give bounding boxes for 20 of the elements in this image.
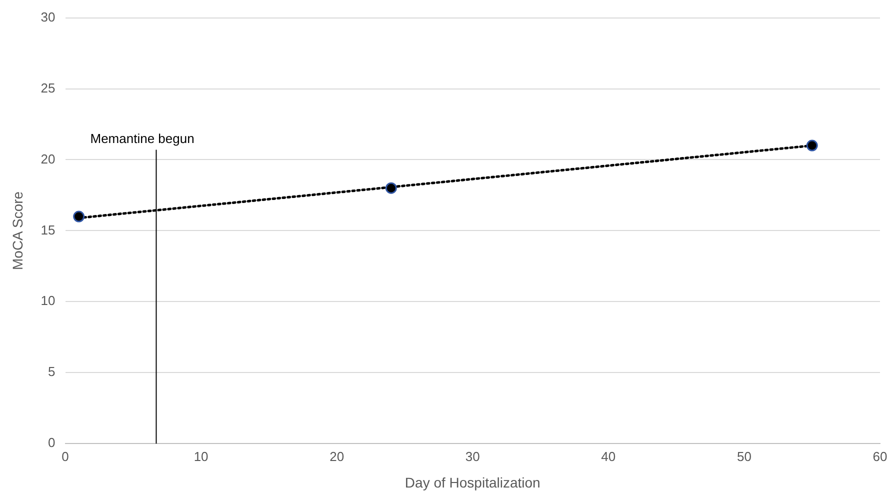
x-tick-label: 60: [872, 448, 888, 464]
x-tick-label: 50: [736, 448, 752, 464]
x-tick-label: 10: [194, 448, 208, 464]
y-tick-label: 15: [40, 222, 56, 238]
x-tick-label: 0: [62, 448, 69, 464]
y-tick-label: 5: [48, 364, 56, 380]
point: [385, 182, 397, 194]
y-tick-label: 25: [40, 80, 56, 96]
y-tick-label: 0: [48, 435, 56, 450]
point: [73, 210, 85, 222]
x-tick-label: 30: [465, 448, 480, 464]
ref-line-label: Memantine begun: [90, 130, 194, 146]
y-tick-label: 10: [40, 293, 56, 308]
point: [806, 140, 818, 152]
y-tick-label: 30: [40, 9, 56, 24]
x-tick-label: 20: [330, 448, 344, 464]
y-tick-label: 20: [40, 151, 56, 166]
x-tick-label: 40: [601, 448, 616, 464]
x-axis-title: Day of Hospitalization: [404, 474, 540, 490]
y-axis-title: MoCA Score: [9, 191, 26, 270]
